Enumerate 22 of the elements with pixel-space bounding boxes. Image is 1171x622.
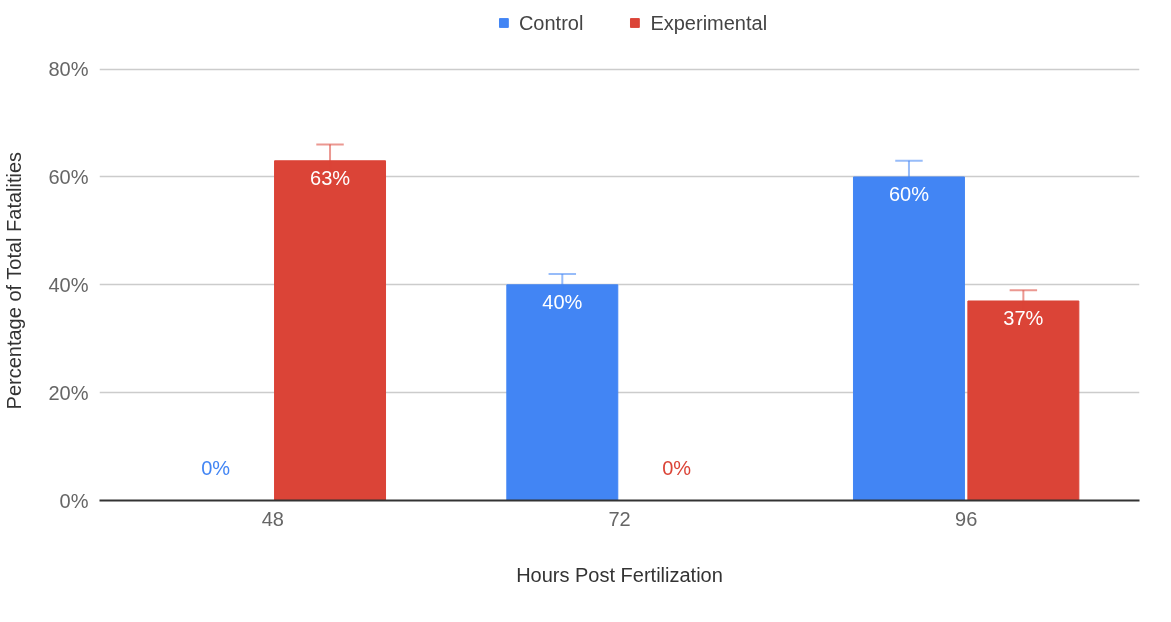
y-tick-label: 40% [48,273,89,296]
data-label: 63% [310,167,351,190]
x-tick-label: 72 [608,507,631,530]
data-label: 0% [662,456,692,479]
x-tick-label: 96 [955,507,978,530]
data-label: 0% [201,456,231,479]
y-axis-title: Percentage of Total Fatalities [3,151,26,410]
bar [967,300,1080,501]
y-tick-label: 60% [48,165,89,188]
bar [506,284,619,501]
legend-label: Control [518,11,584,34]
y-tick-label: 0% [59,489,89,512]
data-label: 37% [1003,307,1044,330]
y-tick-label: 80% [48,58,89,81]
data-label: 60% [888,183,930,206]
data-label: 40% [542,291,583,314]
y-tick-label: 20% [48,381,89,404]
x-axis-title: Hours Post Fertilization [516,563,723,586]
legend-label: Experimental [650,11,768,34]
bar [852,176,965,501]
bar [274,160,387,501]
x-tick-label: 48 [261,507,284,530]
